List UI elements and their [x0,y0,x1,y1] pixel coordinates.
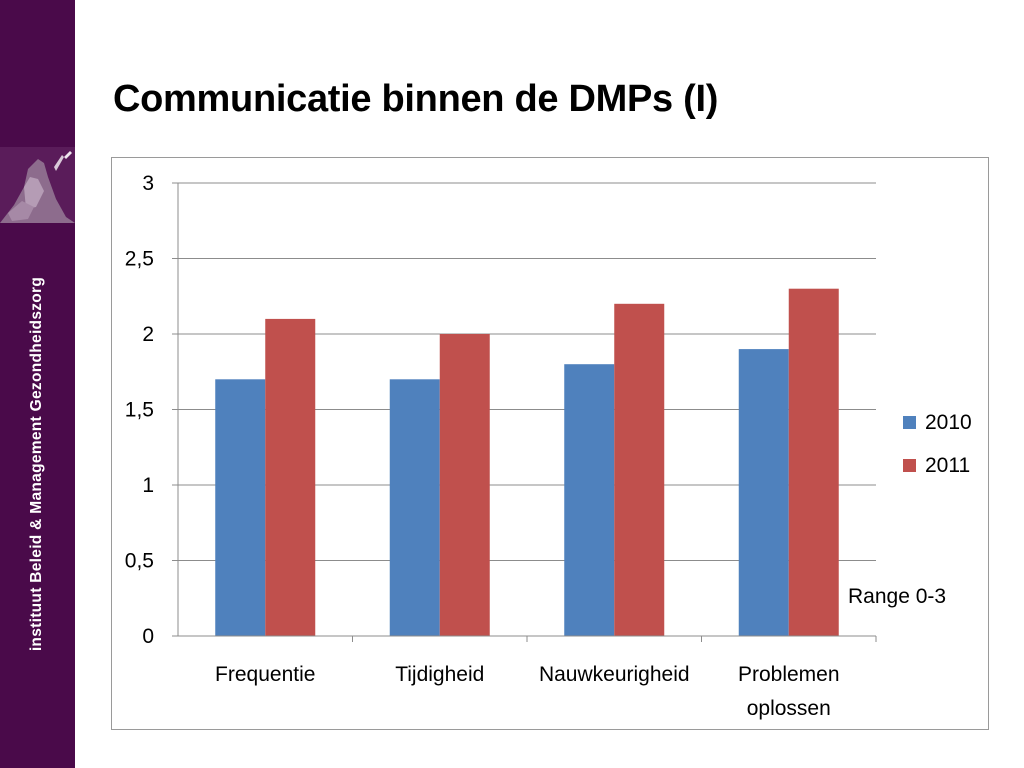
legend-swatch-2011 [903,459,916,472]
y-tick-label: 1,5 [125,399,154,422]
y-tick-label: 0,5 [125,550,154,573]
bars [215,288,839,636]
y-tick-label: 2 [142,323,154,346]
legend-label-2010: 2010 [925,411,972,434]
bar-2010-problemen-oplossen [738,349,789,636]
legend-swatch-2010 [903,416,916,429]
y-tick-label: 1 [142,474,154,497]
axes [172,183,877,642]
y-tick-label: 2,5 [125,248,154,271]
y-tick-label: 3 [142,172,154,195]
bar-2011-problemen-oplossen [788,288,839,636]
bar-2011-tijdigheid [439,334,490,636]
bar-2010-frequentie [215,379,266,636]
bar-2011-frequentie [265,318,316,636]
institute-sidebar: instituut Beleid & Management Gezondheid… [0,0,75,768]
bar-2011-nauwkeurigheid [614,303,665,636]
bar-2010-nauwkeurigheid [564,364,615,636]
legend-label-2011: 2011 [925,454,971,477]
axis-labels: 0 0,5 1 1,5 2 2,5 3 Frequentie Tijdigheid Nauwkeu… [125,172,840,720]
y-tick-label: 0 [142,625,154,648]
range-note: Range 0-3 [848,585,947,608]
x-category-label: Problemen [738,663,840,686]
institute-logo-icon [0,147,75,223]
x-category-label: Tijdigheid [395,663,484,686]
bar-2010-tijdigheid [389,379,440,636]
x-category-label: Frequentie [215,663,315,686]
x-category-label: oplossen [747,697,831,720]
slide-title: Communicatie binnen de DMPs (I) [113,78,719,120]
x-category-label: Nauwkeurigheid [539,663,690,686]
